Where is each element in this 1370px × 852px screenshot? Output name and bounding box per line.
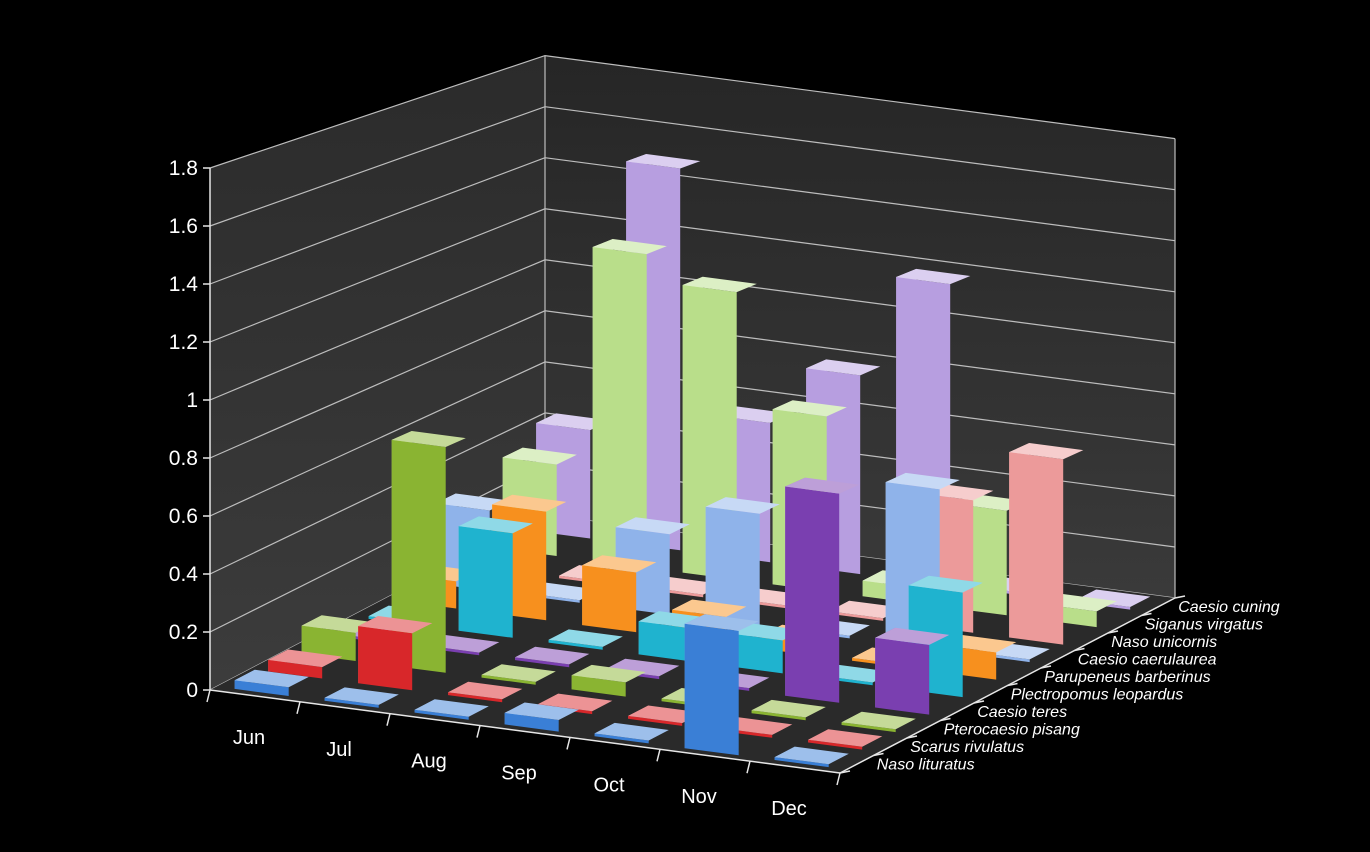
z-tick-mark bbox=[1107, 630, 1119, 634]
x-tick-mark bbox=[656, 749, 661, 762]
z-tick-mark bbox=[973, 700, 985, 704]
bar-caesio-teres-dec bbox=[875, 627, 950, 715]
bar-plectropomus-leopardus-oct bbox=[728, 623, 803, 674]
bar-siganus-virgatus-jul bbox=[592, 239, 667, 568]
z-tick-mark bbox=[1007, 682, 1018, 687]
series-label: Caesio teres bbox=[977, 704, 1067, 721]
series-label: Siganus virgatus bbox=[1145, 616, 1263, 633]
x-tick-mark bbox=[566, 737, 571, 750]
series-label: Parupeneus barberinus bbox=[1044, 669, 1210, 686]
z-tick-mark bbox=[873, 752, 884, 757]
x-tick-label: Nov bbox=[681, 786, 717, 808]
y-tick-label: 0.4 bbox=[169, 563, 199, 586]
bar-scarus-rivulatus-oct bbox=[628, 705, 703, 726]
bar-naso-lituratus-dec bbox=[774, 746, 849, 768]
x-tick-label: Sep bbox=[501, 763, 537, 785]
bar-naso-lituratus-aug bbox=[414, 699, 489, 720]
series-label: Naso lituratus bbox=[877, 756, 975, 773]
y-tick-label: 1.4 bbox=[169, 273, 199, 296]
bar-scarus-rivulatus-jul bbox=[358, 616, 433, 691]
gridline bbox=[209, 54, 1176, 169]
x-tick-mark bbox=[746, 760, 751, 774]
z-tick-mark bbox=[940, 717, 951, 722]
x-tick-label: Jul bbox=[326, 739, 352, 761]
bar-naso-lituratus-sep bbox=[504, 702, 579, 732]
bar-caesio-teres-aug bbox=[515, 646, 590, 668]
chart-labels: 0 0.2 0.4 0.6 0.8 1 1.2 1.4 1.6 1.8 Jun Jul Aug Sep Oc… bbox=[169, 157, 1280, 820]
bar-caesio-caerulaurea-sep bbox=[705, 497, 780, 627]
bar-plectropomus-leopardus-aug bbox=[548, 629, 623, 650]
series-label: Caesio caerulaurea bbox=[1078, 651, 1217, 668]
bar-plectropomus-leopardus-jul bbox=[458, 516, 533, 638]
bar-pterocaesio-pisang-nov bbox=[751, 699, 826, 721]
x-tick-label: Aug bbox=[411, 751, 447, 773]
bar-pterocaesio-pisang-jul bbox=[391, 431, 466, 673]
bar-naso-lituratus-jun bbox=[234, 669, 309, 696]
series-label: Pterocaesio pisang bbox=[944, 721, 1080, 738]
y-tick-label: 1.8 bbox=[169, 157, 198, 180]
x-tick-mark bbox=[476, 725, 481, 738]
series-label: Caesio cuning bbox=[1178, 599, 1280, 616]
y-tick-label: 1.6 bbox=[169, 215, 198, 238]
z-tick-mark bbox=[1074, 647, 1085, 652]
bar-pterocaesio-pisang-dec bbox=[841, 711, 916, 733]
bar-naso-lituratus-nov bbox=[684, 614, 759, 756]
bar-pterocaesio-pisang-sep bbox=[571, 664, 646, 697]
z-tick-mark bbox=[906, 735, 918, 739]
x-tick-label: Jun bbox=[233, 727, 265, 749]
y-tick-label: 0.2 bbox=[169, 621, 198, 644]
bar-scarus-rivulatus-dec bbox=[808, 729, 883, 750]
x-tick-mark bbox=[836, 772, 841, 786]
x-tick-label: Dec bbox=[771, 798, 807, 820]
chart-axes bbox=[203, 167, 1186, 786]
x-tick-mark bbox=[386, 713, 391, 726]
y-tick-label: 0.6 bbox=[169, 505, 198, 528]
bar-naso-unicornis-dec bbox=[1009, 443, 1084, 645]
bar-naso-lituratus-oct bbox=[594, 722, 669, 744]
y-tick-label: 1 bbox=[186, 389, 198, 412]
x-axis bbox=[209, 689, 841, 774]
x-tick-mark bbox=[206, 689, 211, 703]
series-label: Naso unicornis bbox=[1111, 634, 1217, 651]
z-tick-mark bbox=[839, 770, 851, 774]
bar-naso-lituratus-jul bbox=[324, 687, 399, 708]
bar-pterocaesio-pisang-jun bbox=[301, 615, 376, 661]
z-tick-mark bbox=[1040, 665, 1052, 669]
bar-scarus-rivulatus-jun bbox=[268, 649, 343, 679]
x-tick-label: Oct bbox=[593, 774, 625, 796]
x-tick-mark bbox=[296, 701, 301, 715]
chart-bars bbox=[234, 154, 1151, 768]
y-tick-label: 0 bbox=[186, 679, 198, 702]
bar-parupeneus-barberinus-aug bbox=[582, 555, 657, 633]
bar-scarus-rivulatus-aug bbox=[448, 681, 523, 703]
series-label: Plectropomus leopardus bbox=[1011, 686, 1184, 703]
bar-caesio-teres-nov bbox=[785, 477, 860, 703]
series-label: Scarus rivulatus bbox=[910, 739, 1024, 756]
z-tick-mark bbox=[1141, 612, 1152, 617]
y-tick-label: 1.2 bbox=[169, 331, 198, 354]
z-tick-mark bbox=[1174, 595, 1186, 599]
bar-pterocaesio-pisang-aug bbox=[481, 664, 556, 685]
y-tick-label: 0.8 bbox=[169, 447, 198, 470]
